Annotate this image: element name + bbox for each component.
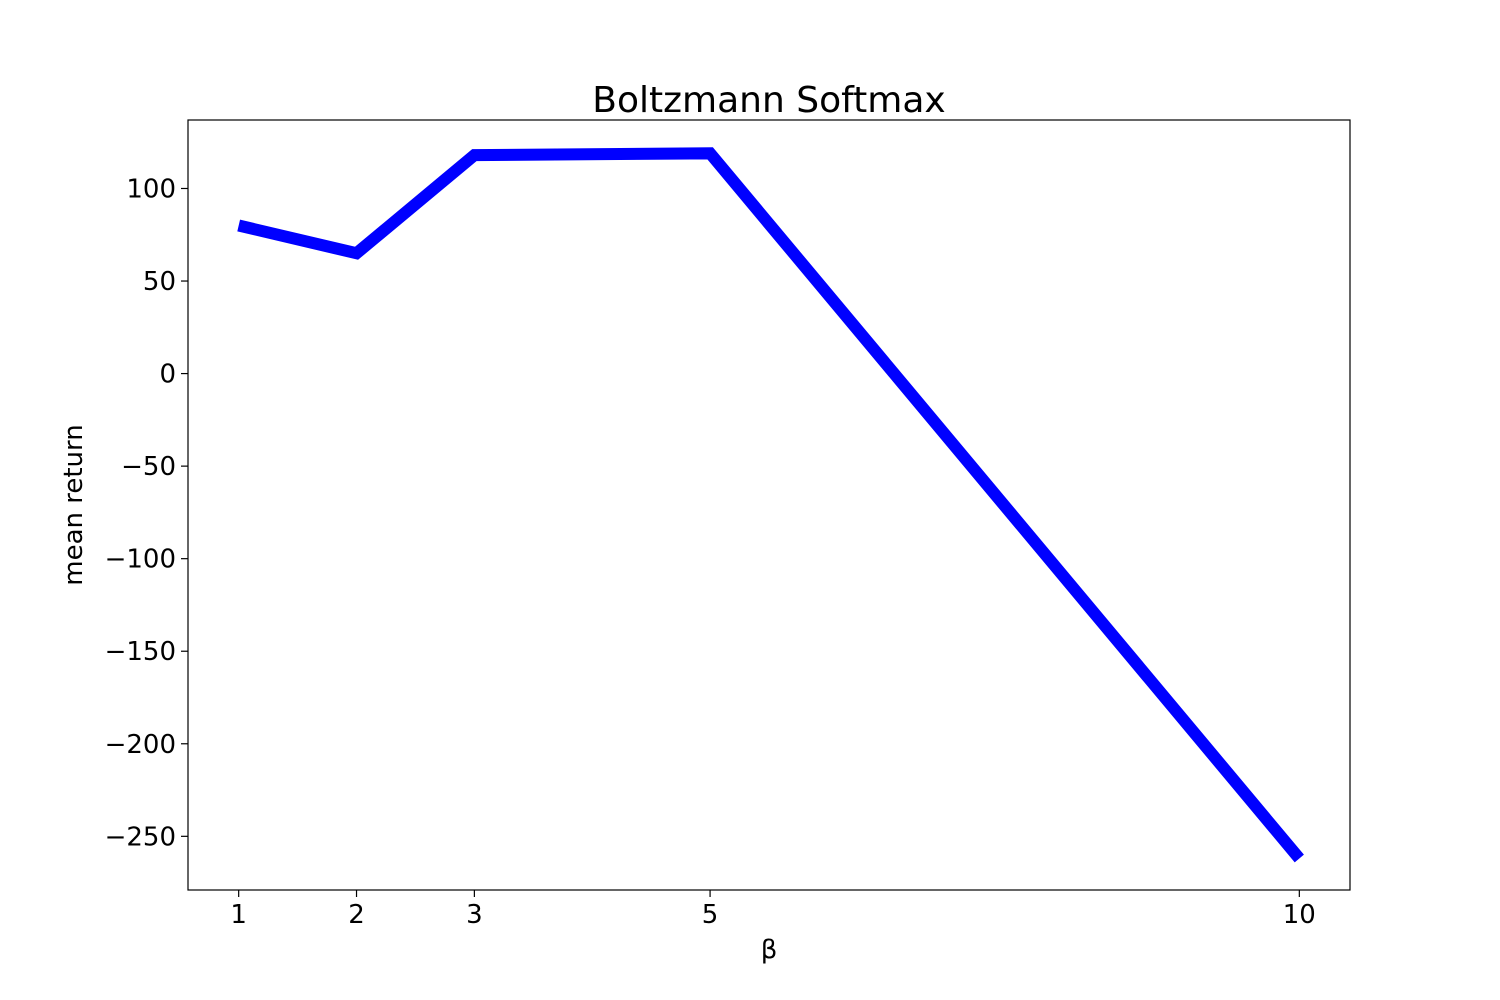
plot-area (188, 120, 1350, 890)
x-tick-label: 3 (466, 900, 483, 930)
series-line-0 (237, 147, 1304, 863)
y-tick-label: 100 (126, 174, 176, 204)
x-tick-label: 10 (1283, 900, 1316, 930)
x-tick-label: 1 (230, 900, 247, 930)
y-tick-label: −250 (105, 822, 176, 852)
y-tick-label: 50 (143, 267, 176, 297)
y-tick-label: 0 (159, 360, 176, 390)
y-tick-label: −100 (105, 545, 176, 575)
y-tick-label: −50 (121, 452, 176, 482)
x-axis-ticks: 1 2 3 5 10 (230, 890, 1316, 930)
y-tick-label: −150 (105, 637, 176, 667)
chart-title: Boltzmann Softmax (592, 80, 945, 121)
x-axis-label: β (761, 935, 778, 965)
x-tick-label: 2 (348, 900, 365, 930)
series-layer (237, 147, 1304, 863)
y-axis-label: mean return (59, 424, 89, 586)
x-tick-label: 5 (702, 900, 719, 930)
y-tick-label: −200 (105, 730, 176, 760)
y-axis-ticks: 100 50 0 −50 −100 −150 −200 −250 (105, 174, 188, 852)
plot-border (187, 119, 1351, 891)
